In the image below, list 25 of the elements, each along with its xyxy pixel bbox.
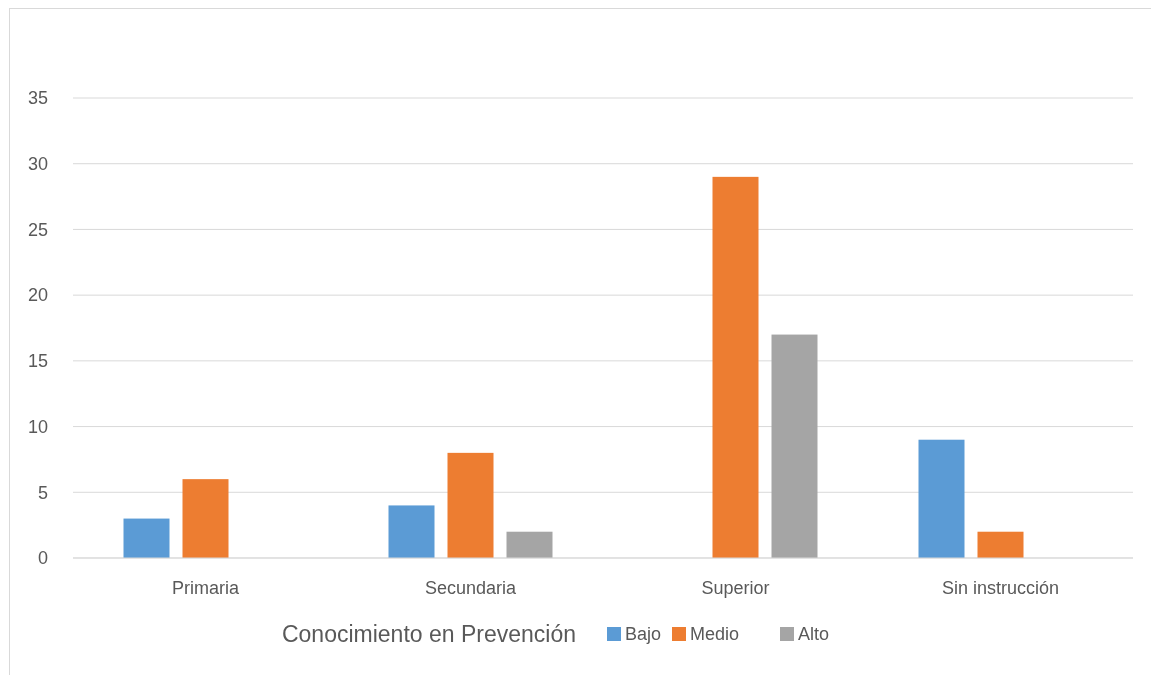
bar [918, 439, 965, 558]
y-tick-label: 20 [27, 285, 48, 306]
y-tick-label: 5 [37, 482, 48, 503]
x-tick-label: Superior [701, 578, 770, 598]
bar [977, 531, 1024, 558]
legend-title: Conocimiento en Prevención [281, 621, 576, 648]
bar [123, 518, 170, 558]
x-tick-label: Primaria [171, 578, 240, 598]
bar [771, 334, 818, 558]
bar [447, 452, 494, 558]
bar [388, 505, 435, 558]
y-tick-label: 35 [27, 88, 48, 109]
y-tick-label: 15 [27, 351, 48, 372]
y-tick-label: 0 [37, 548, 48, 569]
y-tick-label: 25 [27, 219, 48, 240]
x-tick-label: Secundaria [424, 578, 518, 598]
legend-label: Medio [690, 624, 740, 645]
legend-label: Bajo [625, 624, 662, 645]
x-tick-label: Sin instrucción [941, 578, 1060, 598]
bar [712, 176, 759, 558]
legend-label: Alto [798, 624, 830, 645]
y-tick-label: 30 [27, 154, 48, 175]
y-tick-label: 10 [27, 416, 48, 437]
bar [506, 531, 553, 558]
bar [182, 479, 229, 558]
